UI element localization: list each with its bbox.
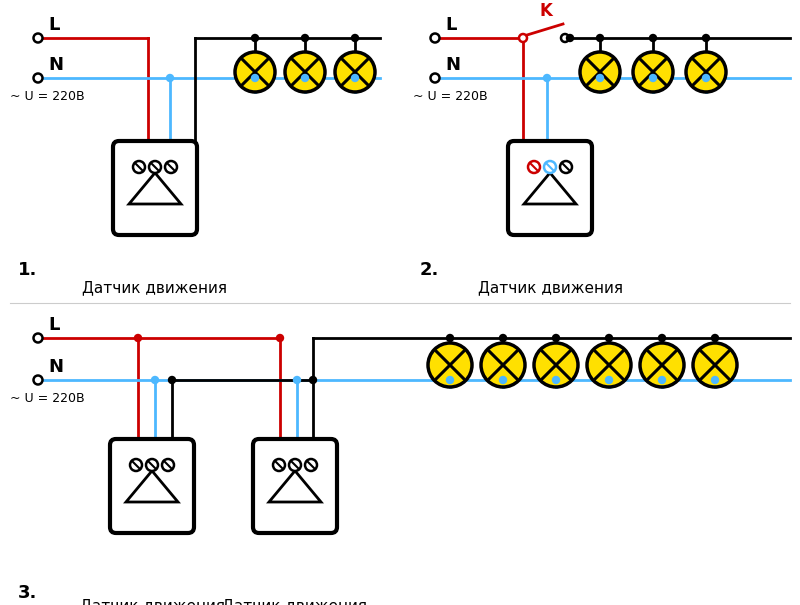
- Circle shape: [650, 74, 657, 82]
- Circle shape: [151, 376, 158, 384]
- Text: Датчик движения: Датчик движения: [222, 598, 367, 605]
- Circle shape: [277, 335, 283, 341]
- Text: K: K: [539, 2, 553, 20]
- Circle shape: [310, 376, 317, 384]
- Text: ~ U = 220В: ~ U = 220В: [10, 90, 85, 102]
- Circle shape: [351, 34, 358, 42]
- Text: 2.: 2.: [420, 261, 439, 279]
- Circle shape: [499, 376, 506, 384]
- Circle shape: [606, 376, 613, 384]
- Circle shape: [162, 459, 174, 471]
- Circle shape: [430, 73, 439, 82]
- Circle shape: [305, 459, 317, 471]
- Circle shape: [640, 343, 684, 387]
- Circle shape: [711, 376, 718, 384]
- Polygon shape: [129, 173, 181, 204]
- Circle shape: [273, 459, 285, 471]
- Polygon shape: [269, 471, 321, 502]
- Circle shape: [251, 34, 258, 42]
- Circle shape: [702, 74, 710, 82]
- Circle shape: [702, 34, 710, 42]
- Circle shape: [597, 34, 603, 42]
- Text: N: N: [48, 56, 63, 74]
- FancyBboxPatch shape: [110, 439, 194, 533]
- Circle shape: [235, 52, 275, 92]
- Circle shape: [543, 74, 550, 82]
- Circle shape: [351, 74, 358, 82]
- Text: ~ U = 220В: ~ U = 220В: [10, 391, 85, 405]
- Text: 1.: 1.: [18, 261, 38, 279]
- Circle shape: [528, 161, 540, 173]
- Circle shape: [597, 74, 603, 82]
- FancyBboxPatch shape: [508, 141, 592, 235]
- FancyBboxPatch shape: [113, 141, 197, 235]
- Circle shape: [553, 335, 559, 341]
- Text: ~ U = 220В: ~ U = 220В: [413, 90, 488, 102]
- Circle shape: [560, 161, 572, 173]
- Circle shape: [149, 161, 161, 173]
- Text: L: L: [48, 16, 59, 34]
- Circle shape: [561, 34, 569, 42]
- Text: L: L: [48, 316, 59, 334]
- Circle shape: [693, 343, 737, 387]
- Text: Датчик движения: Датчик движения: [478, 280, 622, 295]
- Circle shape: [658, 376, 666, 384]
- Circle shape: [544, 161, 556, 173]
- Text: N: N: [48, 358, 63, 376]
- Circle shape: [686, 52, 726, 92]
- Polygon shape: [126, 471, 178, 502]
- Polygon shape: [524, 173, 576, 204]
- Circle shape: [34, 376, 42, 385]
- Circle shape: [430, 33, 439, 42]
- Circle shape: [285, 52, 325, 92]
- Circle shape: [302, 34, 309, 42]
- Circle shape: [499, 335, 506, 341]
- Circle shape: [633, 52, 673, 92]
- Circle shape: [650, 34, 657, 42]
- Text: L: L: [445, 16, 456, 34]
- Circle shape: [481, 343, 525, 387]
- Circle shape: [580, 52, 620, 92]
- Text: Датчик движения: Датчик движения: [82, 280, 227, 295]
- Circle shape: [166, 74, 174, 82]
- Circle shape: [553, 376, 559, 384]
- Circle shape: [519, 34, 527, 42]
- Circle shape: [34, 33, 42, 42]
- FancyBboxPatch shape: [253, 439, 337, 533]
- Text: Датчик движения: Датчик движения: [79, 598, 225, 605]
- Circle shape: [534, 343, 578, 387]
- Circle shape: [169, 376, 175, 384]
- Circle shape: [428, 343, 472, 387]
- Text: 3.: 3.: [18, 584, 38, 602]
- Circle shape: [587, 343, 631, 387]
- Circle shape: [146, 459, 158, 471]
- Text: N: N: [445, 56, 460, 74]
- Circle shape: [446, 376, 454, 384]
- Circle shape: [289, 459, 301, 471]
- Circle shape: [133, 161, 145, 173]
- Circle shape: [606, 335, 613, 341]
- Circle shape: [302, 74, 309, 82]
- Circle shape: [165, 161, 177, 173]
- Circle shape: [130, 459, 142, 471]
- Circle shape: [566, 34, 574, 42]
- Circle shape: [446, 335, 454, 341]
- Circle shape: [251, 74, 258, 82]
- Circle shape: [34, 333, 42, 342]
- Circle shape: [658, 335, 666, 341]
- Circle shape: [134, 335, 142, 341]
- Circle shape: [294, 376, 301, 384]
- Circle shape: [335, 52, 375, 92]
- Circle shape: [711, 335, 718, 341]
- Circle shape: [34, 73, 42, 82]
